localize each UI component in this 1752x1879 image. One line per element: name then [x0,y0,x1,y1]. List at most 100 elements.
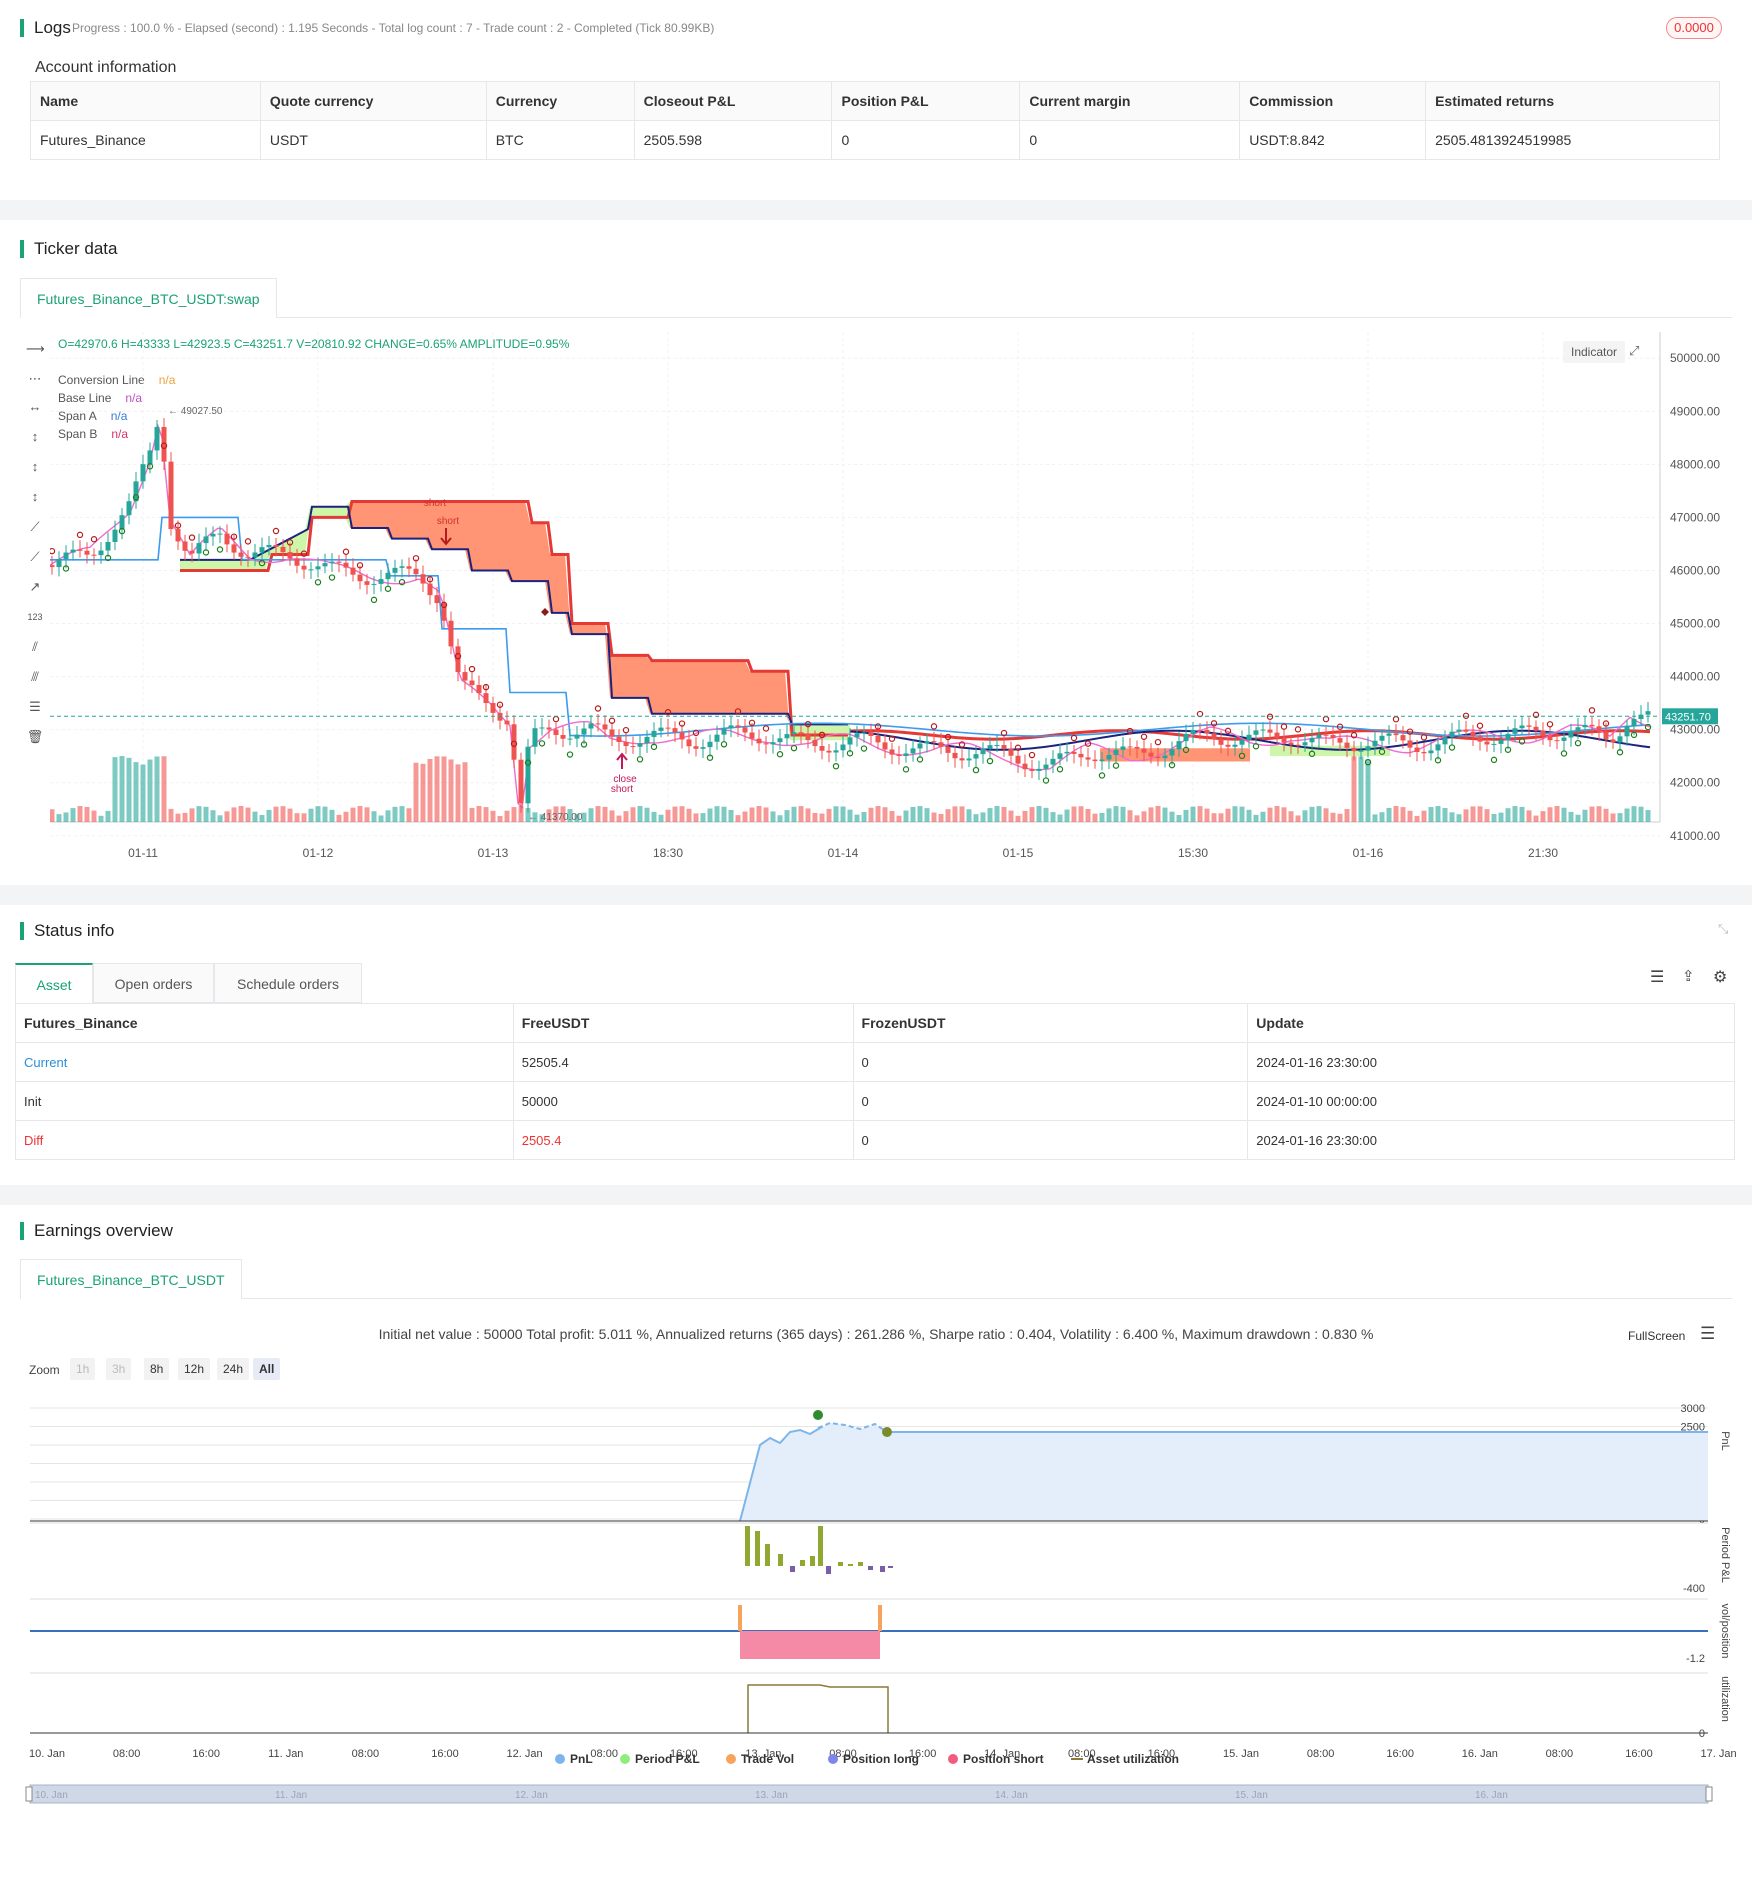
status-tab[interactable]: Asset [15,963,93,1003]
candle-body [700,747,706,749]
volume-bar [448,759,454,822]
list-icon[interactable]: ☰ [1650,969,1665,986]
psar-dot [174,522,182,529]
vol-tick-label: -1.2 [1686,1653,1705,1665]
psar-dot [202,549,210,556]
ticker-tab[interactable]: Futures_Binance_BTC_USDT:swap [20,278,277,318]
candle-body [1050,758,1056,765]
zoom-button[interactable]: 24h [217,1358,250,1380]
volume-bar [1589,806,1595,822]
indicator-button[interactable]: Indicator [1563,341,1626,363]
status-tab[interactable]: Open orders [93,963,214,1003]
legend-item[interactable]: Trade Vol [741,1752,794,1766]
horizontal-line-tool-icon[interactable]: ↔ [28,399,42,414]
volume-bar [427,759,433,822]
asset-header-cell: FrozenUSDT [852,1003,1249,1043]
segment-tool-icon[interactable]: ↕ [31,489,39,504]
grid-tool-icon[interactable]: ☰ [29,699,41,714]
volume-bar [581,812,587,822]
legend-item[interactable]: Position short [963,1752,1044,1766]
candle-body [1078,753,1084,758]
legend-item[interactable]: Asset utilization [1087,1752,1179,1766]
psar-dot [90,536,98,543]
volume-bar [224,811,230,822]
volume-bar [315,806,321,822]
trash-icon[interactable]: 🗑 [26,729,44,744]
volume-bar [1617,813,1623,822]
candle-body [1043,764,1049,769]
crosshair-tool-icon[interactable]: ⟶ [26,341,45,356]
volume-bar [1225,808,1231,822]
vertical-line-tool-icon[interactable]: ↕ [31,429,39,444]
price-label-tool-icon[interactable]: 123 [27,612,43,622]
volume-bar [560,806,566,822]
candle-body [1463,729,1469,732]
candle-body [1183,733,1189,742]
psar-dot [566,751,574,758]
legend-item[interactable]: Period P&L [635,1752,700,1766]
legend-item[interactable]: Position long [843,1752,919,1766]
volume-bar [1176,814,1182,822]
candle-body [1582,724,1588,728]
asset-cell: 0 [852,1120,1249,1160]
zoom-button[interactable]: 1h [70,1358,96,1380]
volume-bar [1134,815,1140,822]
volume-bar [672,806,678,822]
candle-body [728,725,734,729]
legend-value: n/a [110,409,128,423]
candle-body [1134,746,1140,749]
time-tick-label: 16:00 [670,1748,698,1760]
volume-bar [1603,808,1609,822]
volume-bar [273,806,279,822]
time-tick-label: 17. Jan [1701,1748,1737,1760]
volume-bar [1316,806,1322,822]
arrow-tool-icon[interactable]: ⟋ [30,549,40,564]
volume-bar [112,757,118,822]
candle-body [1554,740,1560,742]
candle-body [1631,718,1637,727]
time-tick-label: 08:00 [352,1748,380,1760]
earnings-tab[interactable]: Futures_Binance_BTC_USDT [20,1259,242,1299]
psar-dot [1294,726,1302,733]
candle-body [1596,726,1602,732]
zoom-button[interactable]: 3h [106,1358,132,1380]
legend-item[interactable]: PnL [570,1752,593,1766]
volume-bar [693,813,699,822]
volume-bar [98,815,104,822]
extended-line-tool-icon[interactable]: ↗ [29,579,41,594]
ray-tool-icon[interactable]: ↕ [31,459,39,474]
status-tab[interactable]: Schedule orders [214,963,362,1003]
account-header-cell: Current margin [1019,81,1241,121]
zoom-button[interactable]: 8h [144,1358,170,1380]
navigator-handle-left[interactable] [25,1786,33,1802]
fib-tool-icon[interactable]: ⫻ [31,669,39,684]
asset-cell: 2024-01-16 23:30:00 [1247,1042,1735,1082]
volume-bar [1526,810,1532,822]
psar-dot [1644,723,1652,731]
candle-body [896,754,902,756]
expand-icon[interactable]: ⤢ [1629,343,1640,358]
candle-body [763,743,769,745]
volume-bar [238,806,244,822]
menu-icon[interactable]: ☰ [1700,1324,1716,1343]
zoom-button[interactable]: All [253,1358,281,1380]
collapse-icon[interactable]: ⤡ [1718,921,1729,936]
trend-line-tool-icon[interactable]: ⋯ [28,371,42,386]
candle-body [917,743,923,749]
volume-bar [1253,814,1259,822]
parallel-channel-tool-icon[interactable]: ⫽ [32,639,38,654]
line-tool-icon[interactable]: ⟋ [30,519,40,534]
volume-bar [1344,809,1350,822]
candle-body [1372,740,1378,747]
navigator-handle-right[interactable] [1705,1786,1713,1802]
candle-body [1540,730,1546,737]
settings-gear-icon[interactable]: ⚙ [1713,969,1728,986]
candle-body [602,724,608,730]
zoom-button[interactable]: 12h [178,1358,211,1380]
period-pnl-bar [800,1560,805,1566]
price-tick-label: 43000.00 [1670,723,1720,737]
fullscreen-button[interactable]: FullScreen [1628,1329,1686,1343]
candle-body [1239,739,1245,745]
candle-body [504,720,510,725]
download-icon[interactable]: ⇪ [1682,968,1695,985]
